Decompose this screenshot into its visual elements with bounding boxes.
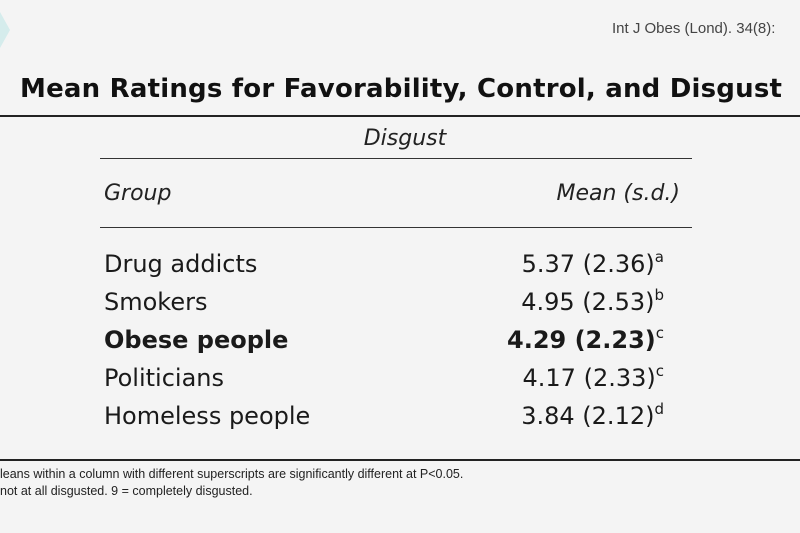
footnote-significance: leans within a column with different sup…	[0, 467, 464, 481]
mean-value: 4.29 (2.23)c	[507, 324, 664, 355]
group-name: Homeless people	[104, 402, 311, 430]
superscript: a	[654, 248, 664, 266]
mean-header: Mean (s.d.)	[556, 180, 680, 206]
mean-value: 3.84 (2.12)d	[521, 400, 664, 431]
mean-value: 5.37 (2.36)a	[521, 248, 664, 279]
disgust-table: Disgust Group Mean (s.d.) Drug addicts 5…	[100, 118, 692, 435]
mean-value: 4.95 (2.53)b	[521, 286, 664, 317]
table-row: Homeless people 3.84 (2.12)d	[100, 397, 692, 435]
table-bottom-rule	[0, 459, 800, 461]
superscript: d	[654, 400, 664, 418]
title-divider	[0, 115, 800, 117]
group-name: Drug addicts	[104, 250, 258, 278]
group-name: Obese people	[104, 326, 289, 354]
group-name: Smokers	[104, 288, 208, 316]
table-body: Drug addicts 5.37 (2.36)a Smokers 4.95 (…	[100, 228, 692, 435]
table-row: Smokers 4.95 (2.53)b	[100, 283, 692, 321]
footnote-scale: not at all disgusted. 9 = completely dis…	[0, 484, 253, 498]
citation: Int J Obes (Lond). 34(8):	[612, 20, 776, 37]
superscript: c	[655, 362, 664, 380]
superscript: b	[654, 286, 664, 304]
group-header: Group	[104, 180, 172, 206]
header-top-rule	[100, 158, 692, 159]
table-row-highlighted: Obese people 4.29 (2.23)c	[100, 321, 692, 359]
table-row: Politicians 4.17 (2.33)c	[100, 359, 692, 397]
mean-value: 4.17 (2.33)c	[522, 362, 664, 393]
table-header-row: Group Mean (s.d.)	[100, 159, 692, 227]
superscript: c	[655, 324, 664, 342]
column-title: Disgust	[363, 126, 447, 151]
slide-title: Mean Ratings for Favorability, Control, …	[20, 74, 783, 104]
header-bottom-rule	[100, 227, 692, 228]
decorative-accent	[0, 12, 10, 48]
group-name: Politicians	[104, 364, 224, 392]
table-row: Drug addicts 5.37 (2.36)a	[100, 245, 692, 283]
